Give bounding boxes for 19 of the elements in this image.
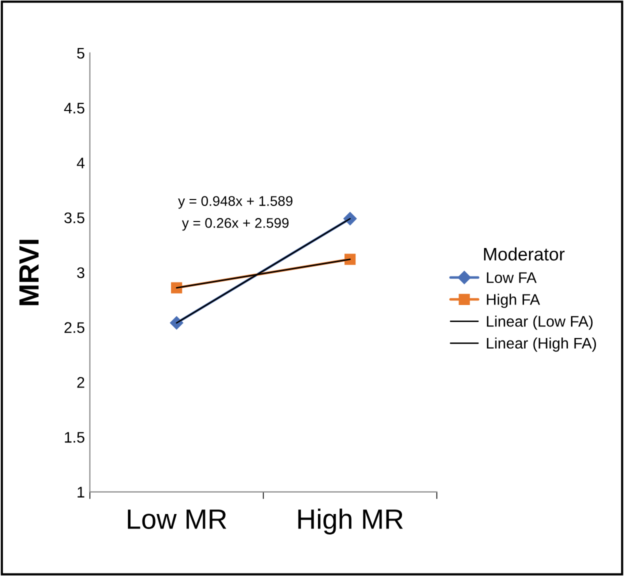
annotation: y = 0.26x + 2.599 bbox=[182, 218, 289, 231]
y-tick-label: 1 bbox=[78, 486, 84, 498]
legend-label: Low FA bbox=[486, 272, 537, 284]
y-tick-label: 2.5 bbox=[64, 322, 84, 333]
y-tick-label: 4.5 bbox=[64, 102, 84, 114]
x-tick-label: Low MR bbox=[128, 510, 226, 529]
y-tick-label: 5 bbox=[77, 48, 84, 59]
legend-label: Linear (High FA) bbox=[486, 337, 596, 352]
legend-title: Moderator bbox=[484, 247, 565, 261]
legend-label: High FA bbox=[486, 294, 540, 308]
y-tick-label: 4 bbox=[76, 158, 85, 168]
x-tick-label: High MR bbox=[298, 508, 403, 534]
y-tick-label: 3.5 bbox=[64, 212, 84, 224]
y-tick-label: 3 bbox=[77, 267, 84, 278]
y-tick-label: 2 bbox=[77, 377, 84, 388]
y-axis-title: MRVI bbox=[19, 240, 39, 306]
legend-label: Linear (Low FA) bbox=[486, 316, 593, 330]
y-tick-label: 1.5 bbox=[64, 432, 84, 443]
annotation: y = 0.948x + 1.589 bbox=[178, 196, 292, 209]
